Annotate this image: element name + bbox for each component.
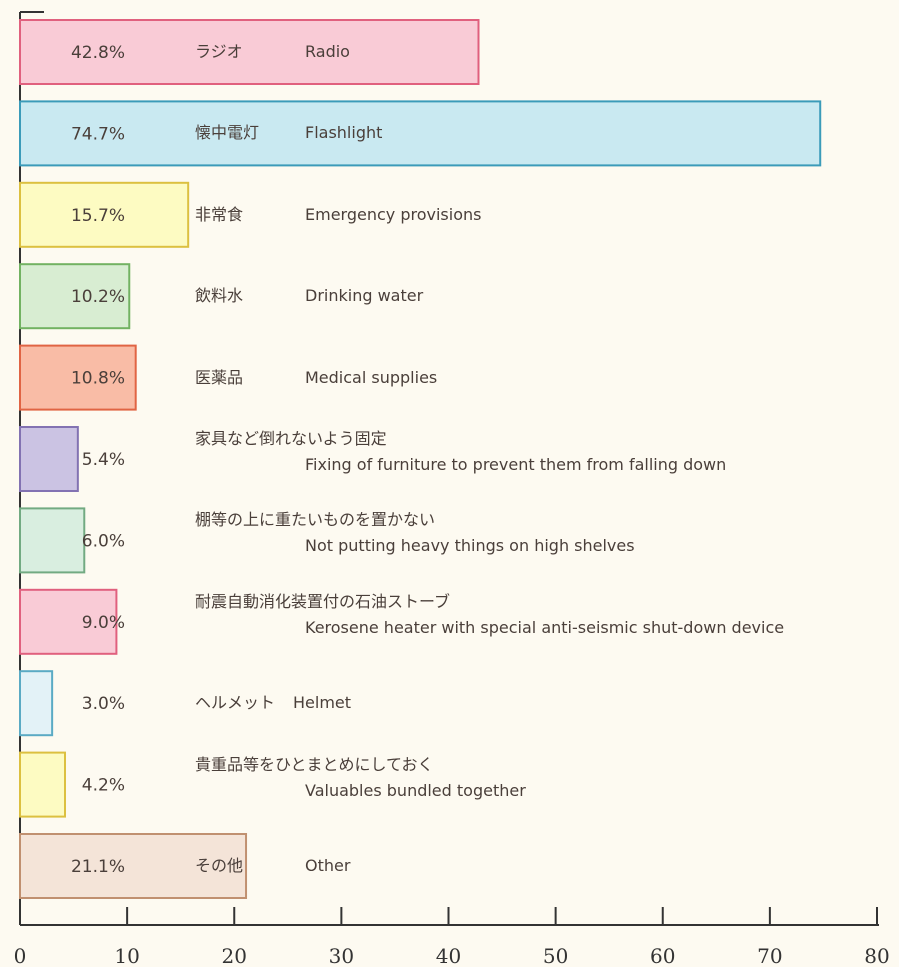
- category-label-ja: ラジオ: [195, 42, 243, 61]
- category-label-en: Other: [305, 856, 351, 875]
- x-tick-label: 0: [14, 944, 27, 967]
- category-label-en: Kerosene heater with special anti-seismi…: [305, 617, 785, 637]
- category-label-ja: ヘルメット: [195, 693, 276, 713]
- value-label: 4.2%: [82, 776, 125, 796]
- category-label-ja: その他: [195, 856, 244, 875]
- bar: [19, 751, 66, 818]
- category-label-ja: 貴重品等をひとまとめにしておく: [195, 754, 434, 774]
- category-label-ja: 家具など倒れないよう固定: [195, 429, 387, 448]
- category-label-en: Medical supplies: [305, 367, 438, 387]
- bar: [19, 426, 79, 492]
- x-tick-label: 50: [543, 944, 568, 967]
- bar: [19, 344, 137, 411]
- category-label-en: Helmet: [293, 693, 352, 713]
- value-label: 10.8%: [71, 369, 125, 389]
- x-tick-label: 30: [329, 944, 354, 967]
- value-label: 42.8%: [71, 43, 125, 63]
- x-tick-label: 80: [864, 944, 889, 967]
- category-label-en: Emergency provisions: [305, 204, 482, 224]
- category-label-en: Radio: [305, 42, 350, 61]
- value-label: 6.0%: [82, 531, 125, 551]
- category-label-en: Valuables bundled together: [305, 780, 526, 800]
- value-label: 74.7%: [71, 124, 125, 144]
- x-tick-label: 60: [650, 944, 675, 967]
- bar: [19, 507, 86, 574]
- x-tick-label: 20: [222, 944, 247, 967]
- category-label-ja: 非常食: [195, 204, 244, 224]
- bar: [19, 833, 248, 899]
- category-label-ja: 飲料水: [195, 286, 244, 306]
- category-label-en: Fixing of furniture to prevent them from…: [305, 455, 727, 474]
- category-label-ja: 懐中電灯: [195, 123, 260, 143]
- bar: [19, 19, 480, 85]
- value-label: 10.2%: [71, 287, 125, 307]
- bar: [19, 100, 822, 167]
- x-tick-label: 10: [114, 944, 139, 967]
- value-label: 5.4%: [82, 450, 125, 470]
- category-label-ja: 棚等の上に重たいものを置かない: [195, 510, 436, 530]
- bar: [19, 670, 54, 737]
- bar: [19, 588, 118, 655]
- value-label: 3.0%: [82, 694, 125, 714]
- category-label-ja: 医薬品: [195, 367, 244, 387]
- value-label: 21.1%: [71, 857, 125, 877]
- x-tick-label: 40: [436, 944, 461, 967]
- category-label-en: Not putting heavy things on high shelves: [305, 536, 635, 556]
- bar: [19, 181, 190, 248]
- value-label: 15.7%: [71, 206, 125, 226]
- bar: [19, 263, 131, 330]
- category-label-en: Flashlight: [305, 123, 383, 143]
- category-label-ja: 耐震自動消化装置付の石油ストーブ: [195, 591, 451, 611]
- category-label-en: Drinking water: [305, 286, 424, 306]
- value-label: 9.0%: [82, 613, 125, 633]
- x-tick-label: 70: [757, 944, 782, 967]
